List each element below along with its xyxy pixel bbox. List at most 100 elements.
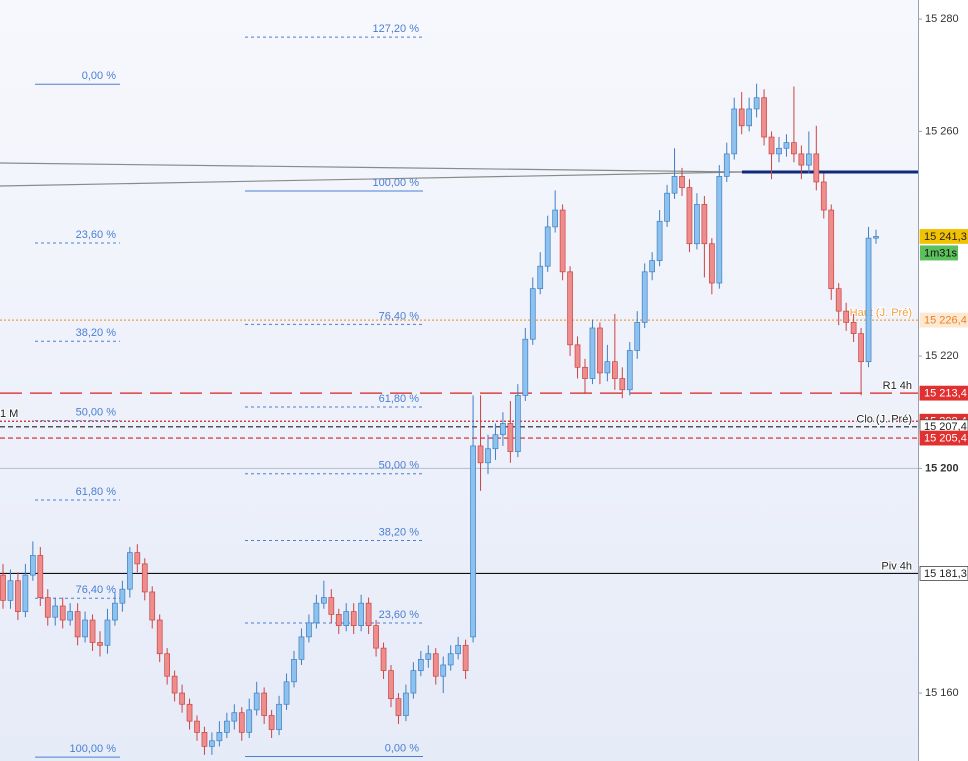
price-box-label: 15 207,4: [924, 421, 967, 433]
candle-body: [485, 448, 491, 464]
candle-body: [373, 625, 379, 649]
candle-body: [708, 243, 715, 284]
trend-line: [0, 171, 743, 187]
price-level-name: 1 M: [0, 408, 18, 420]
candle-body: [403, 692, 409, 716]
candle-body: [716, 175, 723, 284]
candle-body: [253, 692, 260, 711]
candle-body: [216, 732, 223, 742]
fib-label: 76,40 %: [379, 310, 420, 322]
candle-body: [410, 670, 417, 694]
candle-body: [768, 136, 775, 155]
candle-body: [350, 611, 357, 626]
price-level-name: Clo (J. Pré): [856, 414, 912, 426]
candle-body: [141, 563, 148, 593]
candle-body: [44, 597, 51, 618]
candle-body: [776, 147, 782, 155]
candle-body: [149, 591, 156, 621]
y-tick-label: 15 160: [925, 687, 959, 699]
candle-body: [828, 209, 835, 290]
candle-body: [589, 327, 596, 379]
price-box-label: 15 226,4: [924, 315, 967, 327]
candle-body: [537, 265, 544, 290]
candle-body: [470, 445, 476, 638]
candle-body: [231, 712, 238, 722]
price-box: [919, 312, 968, 328]
candle-body: [664, 192, 670, 222]
candle-body: [283, 681, 290, 705]
candle-body: [813, 153, 820, 183]
candle-body: [67, 611, 74, 621]
candle-body: [194, 720, 200, 733]
candle-body: [201, 732, 208, 747]
candle-body: [843, 310, 850, 323]
candle-body: [268, 715, 275, 730]
candle-body: [380, 647, 387, 671]
candle-body: [432, 653, 439, 677]
candle-body: [328, 597, 335, 615]
candle-body: [52, 605, 59, 618]
candle-body: [417, 658, 424, 671]
candle-body: [514, 395, 521, 452]
candle-body: [246, 709, 253, 733]
candle-body: [37, 555, 44, 598]
candle-body: [694, 204, 700, 245]
price-box-label: 15 241,3: [924, 231, 967, 243]
fib-label: 127,20 %: [373, 23, 420, 35]
candle-body: [701, 204, 708, 245]
fib-label: 61,80 %: [379, 393, 420, 405]
candle-body: [738, 108, 745, 127]
candle-body: [522, 338, 529, 396]
candle-body: [223, 720, 230, 733]
candle-body: [611, 361, 618, 379]
candle-body: [395, 698, 402, 716]
candle-body: [261, 692, 268, 716]
price-level-name: R1 4h: [883, 380, 912, 392]
price-box: [919, 566, 968, 581]
candle-body: [343, 611, 350, 626]
candle-body: [746, 108, 753, 127]
candle-body: [731, 108, 738, 155]
price-box-label: 15 213,4: [924, 388, 967, 400]
candle-body: [186, 703, 193, 722]
candle-body: [656, 220, 663, 261]
price-box: [919, 229, 968, 244]
candle-body: [29, 555, 36, 576]
candle-body: [619, 378, 626, 391]
y-tick-label: 15 280: [925, 13, 959, 25]
candle-body: [238, 712, 245, 733]
candle-body: [89, 619, 96, 643]
candle-body: [388, 670, 394, 700]
candle-body: [15, 580, 21, 612]
candle-body: [365, 602, 372, 626]
candle-body: [320, 597, 327, 604]
candle-body: [425, 653, 432, 660]
y-tick-label: 15 220: [925, 350, 959, 362]
price-box-label: 15 181,3: [924, 568, 967, 580]
candle-body: [641, 271, 648, 323]
candle-body: [634, 322, 641, 351]
candle-body: [440, 664, 447, 677]
candle-body: [7, 580, 14, 601]
candle-body: [291, 658, 297, 683]
candle-body: [791, 142, 797, 155]
candle-body: [500, 423, 506, 436]
candle-body: [447, 653, 454, 666]
candle-body: [723, 153, 730, 177]
candle-body: [850, 322, 857, 334]
fib-label: 23,60 %: [76, 229, 117, 241]
fib-label: 50,00 %: [76, 407, 117, 419]
candle-body: [597, 327, 603, 374]
candle-body: [507, 423, 514, 452]
candle-body: [455, 644, 462, 655]
candle-body: [74, 611, 81, 638]
candle-body: [753, 97, 760, 110]
fib-label: 23,60 %: [379, 609, 420, 621]
candle-body: [686, 187, 693, 245]
price-box: [919, 430, 968, 446]
fib-label: 50,00 %: [379, 460, 420, 472]
candle-body: [306, 622, 312, 638]
fib-label: 0,00 %: [385, 742, 419, 754]
candle-body: [126, 552, 133, 590]
